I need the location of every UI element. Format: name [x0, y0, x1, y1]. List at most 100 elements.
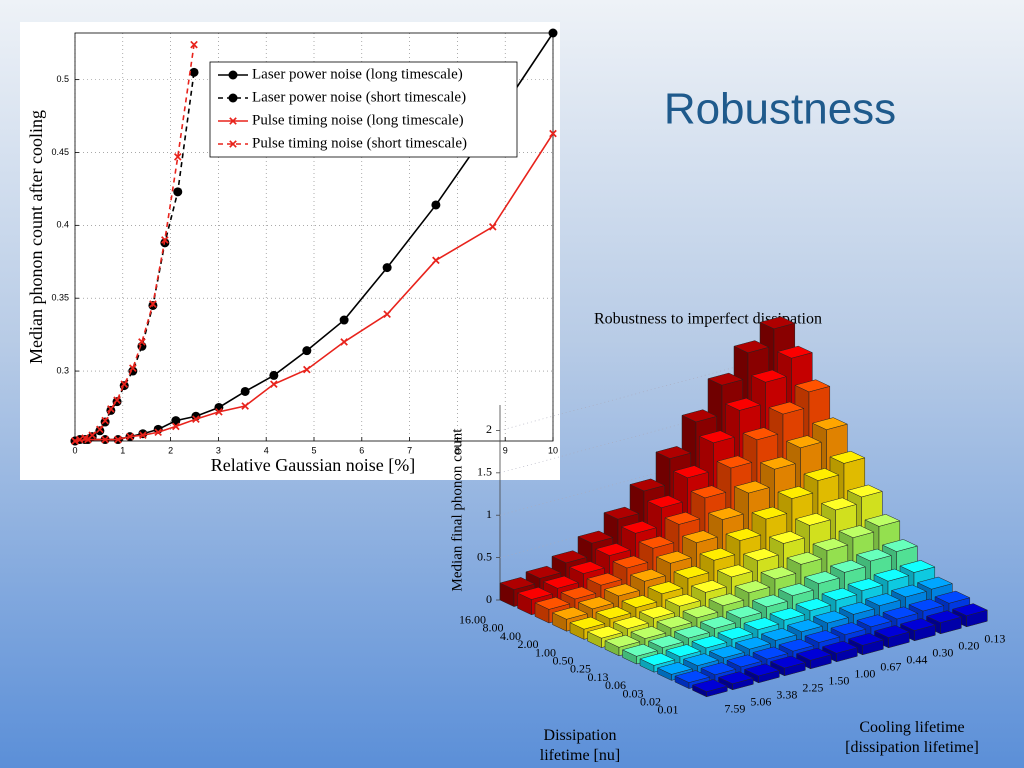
- bar-top: [803, 468, 840, 481]
- bar-top: [569, 616, 606, 630]
- bar-top: [742, 548, 780, 561]
- bar-top: [726, 654, 763, 668]
- bar-top: [708, 593, 745, 606]
- bar-top: [673, 625, 711, 639]
- data-point: [81, 434, 89, 442]
- data-point: [161, 236, 169, 244]
- bar-top: [846, 484, 884, 498]
- legend-label: Pulse timing noise (short timescale): [252, 135, 467, 151]
- bar-top: [638, 535, 675, 549]
- bar-top: [829, 559, 867, 573]
- bar-top: [665, 644, 702, 657]
- bar-top: [804, 630, 841, 643]
- bar-top: [786, 619, 824, 633]
- bar-top: [899, 560, 936, 573]
- y-tick-label: 0.35: [51, 293, 69, 303]
- bar-top: [551, 550, 588, 564]
- bar-top: [664, 511, 701, 525]
- bar: [569, 616, 606, 640]
- x-tick-label: 2: [168, 445, 173, 455]
- bar-top: [733, 480, 771, 494]
- data-point: [339, 315, 349, 325]
- bar-top: [682, 605, 719, 619]
- series-line: [74, 44, 195, 442]
- y-tick-label: 0.5: [56, 74, 69, 84]
- bar-top: [595, 606, 632, 620]
- bar-top: [725, 528, 762, 541]
- bar-top: [551, 606, 589, 620]
- bar-top: [629, 478, 666, 492]
- bar-top: [699, 616, 737, 629]
- slide-title: Robustness: [664, 85, 896, 134]
- data-point: [382, 263, 392, 273]
- col-tick-label: 3.38: [776, 687, 797, 701]
- bar-top: [707, 507, 745, 520]
- data-point: [113, 396, 121, 405]
- bar-top: [525, 565, 562, 579]
- bar-top: [882, 606, 919, 620]
- bar-top: [629, 568, 667, 582]
- col-tick-label: 5.06: [750, 694, 771, 708]
- col-tick-label: 0.30: [932, 645, 953, 659]
- col-tick-label: 0.67: [880, 659, 901, 673]
- bar-top: [759, 456, 797, 470]
- bar-top: [795, 647, 833, 661]
- data-point: [549, 129, 557, 138]
- bar-top: [708, 645, 746, 659]
- bar-top: [776, 345, 814, 359]
- bar-top: [700, 662, 737, 676]
- bar-top: [873, 625, 911, 638]
- bar-top: [673, 565, 710, 579]
- bar-top: [724, 397, 762, 411]
- bar-top: [604, 634, 641, 648]
- data-point: [432, 256, 440, 265]
- bar: [769, 655, 807, 677]
- bar-top: [830, 622, 867, 635]
- bar-top: [794, 379, 831, 393]
- x-tick-label: 3: [216, 445, 221, 455]
- data-point: [138, 338, 146, 346]
- z-tick-label: 2: [486, 422, 492, 436]
- bar-top: [725, 605, 763, 619]
- legend-marker: [229, 117, 237, 125]
- col-tick-label: 0.13: [984, 631, 1005, 645]
- bar-top: [750, 369, 788, 383]
- data-point: [149, 300, 157, 308]
- row-tick-label: 4.00: [500, 629, 521, 643]
- data-point: [154, 428, 162, 437]
- bar: [795, 647, 833, 670]
- z-tick-label: 1: [486, 507, 492, 521]
- bar-top: [899, 618, 937, 631]
- bar-top: [881, 539, 919, 552]
- bar-top: [638, 605, 676, 619]
- bar-top: [752, 646, 789, 660]
- bar-top: [734, 636, 772, 650]
- x-tick-label: 5: [311, 445, 316, 455]
- row-tick-label: 0.03: [623, 686, 644, 700]
- bar: [743, 663, 781, 684]
- x-tick-label: 10: [548, 445, 558, 455]
- bar-top: [707, 372, 744, 386]
- data-point: [95, 426, 105, 436]
- z-tick-label: 0: [486, 592, 492, 606]
- x-tick-label: 4: [264, 445, 269, 455]
- bar-top: [656, 615, 693, 629]
- col-tick-label: 2.25: [802, 680, 823, 694]
- data-point: [173, 187, 183, 197]
- bar-top: [751, 506, 788, 520]
- bar-top: [829, 450, 866, 464]
- data-point: [107, 405, 115, 413]
- bar-top: [759, 316, 796, 330]
- bar-top: [768, 401, 805, 415]
- bar-top: [733, 340, 770, 354]
- bar-top: [568, 561, 606, 574]
- bar-top: [646, 495, 684, 508]
- data-point: [302, 346, 312, 356]
- bar-top: [717, 671, 755, 685]
- x-axis-label: Relative Gaussian noise [%]: [211, 455, 415, 475]
- legend-marker: [228, 70, 238, 80]
- data-point: [241, 402, 249, 410]
- bar-top: [647, 635, 685, 648]
- z-tick-label: 1.5: [477, 465, 492, 479]
